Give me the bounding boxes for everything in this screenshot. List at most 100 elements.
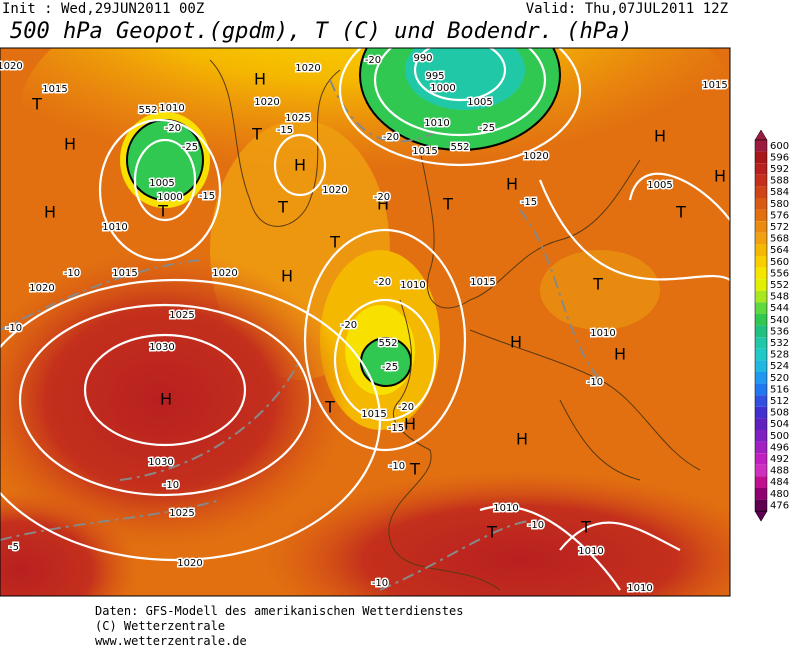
colorbar-step [755,453,767,465]
contour-label: 1030 [149,342,174,353]
contour-label: -10 [64,268,80,279]
colorbar-label: 528 [770,350,789,361]
pressure-center: T [251,125,262,144]
pressure-center: T [442,195,453,214]
contour-label: 1020 [295,63,320,74]
colorbar-step [755,464,767,477]
pressure-center: H [281,267,293,286]
colorbar-step [755,267,767,280]
colorbar-step [755,256,767,268]
contour-label: 1020 [523,151,548,162]
contour-label: 1025 [285,113,310,124]
colorbar-step [755,209,767,222]
colorbar-label: 556 [770,268,789,279]
colorbar-step [755,174,767,187]
colorbar-label: 588 [770,176,789,187]
contour-label: -20 [374,192,390,203]
contour-label: -10 [528,520,544,531]
colorbar-label: 484 [770,477,789,488]
colorbar-label: 600 [770,141,789,152]
colorbar-label: 564 [770,245,789,256]
pressure-center: T [486,523,497,542]
isobar [273,133,327,197]
pressure-center: H [254,70,266,89]
contour-label: 1005 [647,180,672,191]
contour-label: -10 [6,323,22,334]
colorbar-step [755,302,767,314]
contour-label: -20 [341,320,357,331]
contour-label: 1020 [29,283,54,294]
contour-label: 1010 [627,583,652,594]
pressure-center: H [516,430,528,449]
footer-line: (C) Wetterzentrale [95,619,225,633]
colorbar-step [755,348,767,361]
colorbar-step [755,430,767,442]
colorbar-label: 500 [770,431,789,442]
colorbar-step [755,151,767,164]
colorbar-label: 572 [770,222,789,233]
colorbar-label: 568 [770,234,789,245]
colorbar-step [755,232,767,245]
contour-label: 1015 [361,409,386,420]
contour-label: -15 [388,423,404,434]
contour-label: -20 [398,402,414,413]
init-label: Init : Wed,29JUN2011 00Z [2,1,204,17]
contour-label: 995 [425,71,444,82]
contour-label: 552 [450,142,469,153]
colorbar-step [755,290,767,303]
coastline [209,59,701,591]
pressure-center: T [592,275,603,294]
contour-label: 1015 [412,146,437,157]
title: 500 hPa Geopot.(gpdm), T (C) und Bodendr… [10,19,633,44]
contour-label: 1020 [322,185,347,196]
colorbar-label: 592 [770,164,789,175]
contour-label: -20 [165,123,181,134]
pressure-center: H [714,167,726,186]
pressure-center: H [64,135,76,154]
contour-label: 1015 [112,268,137,279]
contour-label: 1025 [169,508,194,519]
contour-label: 1010 [400,280,425,291]
colorbar-label: 492 [770,454,789,465]
contour-label: -15 [277,125,293,136]
map-frame [0,47,731,597]
pressure-center: H [510,333,522,352]
contour-label: 552 [378,338,397,349]
contour-label: 1015 [42,84,67,95]
colorbar-label: 512 [770,396,789,407]
ridge [540,250,660,330]
contour-label: -10 [372,578,388,589]
contour-label: -10 [587,377,603,388]
ridge [0,490,140,596]
contour-label: -15 [521,197,537,208]
contour-label: 990 [413,53,432,64]
pressure-center: T [324,398,335,417]
colorbar-label: 516 [770,384,789,395]
ridge [260,470,730,596]
pressure-center: T [409,460,420,479]
isobar [373,48,547,137]
isobar [333,298,437,422]
isobar [338,48,582,167]
contour-label: 1020 [177,558,202,569]
contour-label: 1020 [0,61,23,72]
contour-label: -20 [365,55,381,66]
contour-label: 1010 [578,546,603,557]
isotherm [0,79,601,591]
contour-label: 1020 [254,97,279,108]
isobar [413,48,507,102]
colorbar-label: 596 [770,152,789,163]
pressure-center: H [377,195,389,214]
pressure-center: H [404,415,416,434]
contour-label: 1010 [493,503,518,514]
colorbar-step [755,499,767,512]
colorbar-step [755,325,767,338]
contour-label: 1015 [470,277,495,288]
pressure-center: T [157,202,168,221]
pressure-center: T [277,198,288,217]
ridge [0,250,350,550]
colorbar-step [755,163,767,175]
colorbar-step [755,383,767,396]
pressure-center: T [31,95,42,114]
